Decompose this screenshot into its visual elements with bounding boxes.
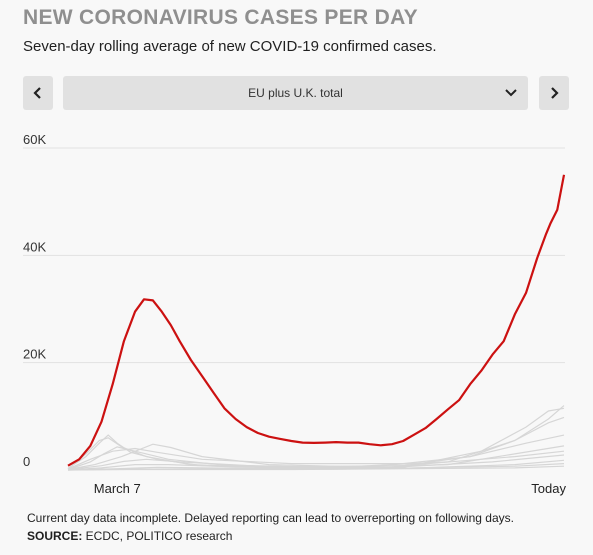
background-series-line-10: [67, 465, 565, 471]
page-subtitle: Seven-day rolling average of new COVID-1…: [23, 38, 437, 55]
x-tick-label: Today: [531, 481, 566, 496]
region-select[interactable]: EU plus U.K. total: [63, 76, 528, 110]
background-series-line-7: [67, 454, 565, 471]
y-tick-label: 0: [23, 454, 30, 469]
y-tick-label: 40K: [23, 239, 46, 254]
background-series-line-2: [67, 407, 565, 470]
previous-button[interactable]: [23, 76, 53, 110]
source-line: SOURCE: ECDC, POLITICO research: [27, 529, 232, 543]
y-tick-label: 60K: [23, 132, 46, 147]
footnote: Current day data incomplete. Delayed rep…: [27, 511, 514, 525]
background-series-line-6: [67, 450, 565, 471]
source-text: ECDC, POLITICO research: [82, 529, 233, 543]
background-series-line-4: [67, 434, 565, 470]
highlighted-series-line: [67, 174, 566, 467]
region-select-value: EU plus U.K. total: [248, 86, 343, 100]
next-button[interactable]: [539, 76, 569, 110]
chevron-down-icon: [505, 89, 517, 97]
chevron-left-icon: [33, 87, 41, 99]
background-series-line-5: [67, 443, 565, 471]
line-chart: 0 20K 40K 60K March 7 Today: [23, 132, 566, 496]
page-title: NEW CORONAVIRUS CASES PER DAY: [23, 6, 418, 29]
y-tick-label: 20K: [23, 347, 46, 362]
x-tick-label: March 7: [94, 481, 141, 496]
source-label: SOURCE:: [27, 529, 83, 543]
chevron-right-icon: [551, 87, 559, 99]
